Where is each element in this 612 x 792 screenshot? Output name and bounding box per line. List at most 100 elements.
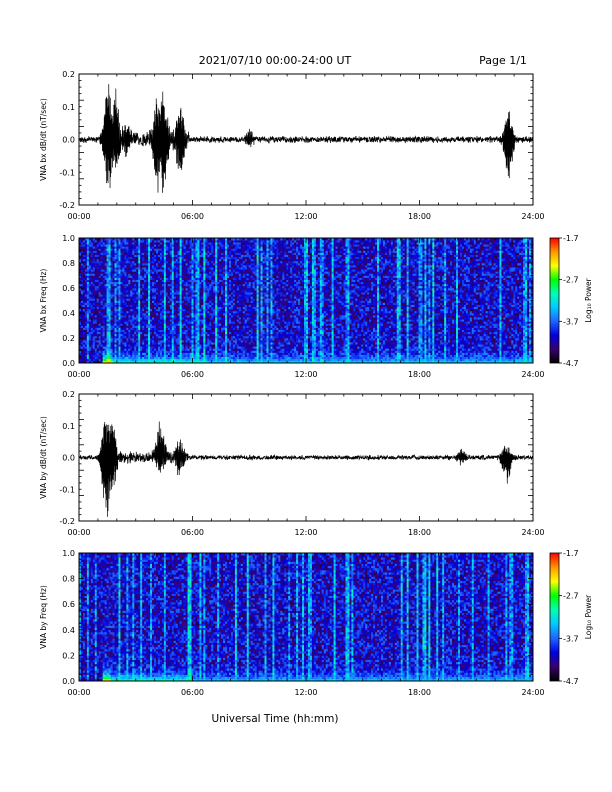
heatmap-cell: [193, 344, 195, 346]
heatmap-cell: [136, 323, 138, 325]
heatmap-cell: [217, 278, 219, 280]
heatmap-cell: [197, 292, 199, 294]
heatmap-cell: [128, 346, 130, 348]
heatmap-cell: [174, 240, 176, 242]
heatmap-cell: [97, 338, 99, 340]
heatmap-cell: [197, 323, 199, 325]
heatmap-cell: [144, 330, 146, 332]
heatmap-cell: [87, 332, 89, 334]
heatmap-cell: [221, 309, 223, 311]
heatmap-cell: [170, 282, 172, 284]
heatmap-cell: [190, 338, 192, 340]
heatmap-cell: [203, 292, 205, 294]
heatmap-cell: [150, 313, 152, 315]
heatmap-cell: [186, 346, 188, 348]
heatmap-cell: [138, 359, 140, 361]
heatmap-cell: [209, 273, 211, 275]
heatmap-cell: [158, 248, 160, 250]
heatmap-cell: [107, 351, 109, 353]
heatmap-cell: [170, 276, 172, 278]
heatmap-cell: [130, 344, 132, 346]
heatmap-cell: [101, 317, 103, 319]
heatmap-cell: [140, 311, 142, 313]
heatmap-cell: [134, 301, 136, 303]
heatmap-cell: [195, 326, 197, 328]
heatmap-cell: [122, 307, 124, 309]
heatmap-cell: [142, 351, 144, 353]
heatmap-cell: [89, 278, 91, 280]
heatmap-cell: [195, 338, 197, 340]
heatmap-cell: [126, 328, 128, 330]
heatmap-cell: [166, 317, 168, 319]
heatmap-cell: [186, 321, 188, 323]
heatmap-cell: [107, 353, 109, 355]
heatmap-cell: [192, 257, 194, 259]
heatmap-cell: [111, 257, 113, 259]
heatmap-cell: [227, 296, 229, 298]
heatmap-cell: [231, 240, 233, 242]
heatmap-cell: [221, 317, 223, 319]
heatmap-cell: [182, 257, 184, 259]
heatmap-cell: [186, 338, 188, 340]
heatmap-cell: [140, 253, 142, 255]
heatmap-cell: [101, 303, 103, 305]
heatmap-cell: [237, 298, 239, 300]
heatmap-cell: [83, 319, 85, 321]
heatmap-cell: [142, 269, 144, 271]
heatmap-cell: [195, 317, 197, 319]
heatmap-cell: [195, 348, 197, 350]
heatmap-cell: [166, 328, 168, 330]
heatmap-cell: [120, 323, 122, 325]
heatmap-cell: [144, 257, 146, 259]
heatmap-cell: [152, 244, 154, 246]
heatmap-cell: [95, 261, 97, 263]
heatmap-cell: [113, 357, 115, 359]
heatmap-cell: [209, 311, 211, 313]
heatmap-cell: [205, 313, 207, 315]
heatmap-cell: [130, 248, 132, 250]
heatmap-cell: [152, 334, 154, 336]
heatmap-cell: [107, 269, 109, 271]
heatmap-cell: [176, 344, 178, 346]
heatmap-cell: [132, 319, 134, 321]
heatmap-cell: [184, 319, 186, 321]
heatmap-cell: [199, 273, 201, 275]
heatmap-cell: [95, 271, 97, 273]
heatmap-cell: [97, 344, 99, 346]
heatmap-cell: [146, 240, 148, 242]
heatmap-cell: [132, 328, 134, 330]
heatmap-cell: [217, 323, 219, 325]
heatmap-cell: [146, 328, 148, 330]
heatmap-cell: [105, 273, 107, 275]
heatmap-cell: [97, 317, 99, 319]
heatmap-cell: [142, 344, 144, 346]
heatmap-cell: [158, 276, 160, 278]
heatmap-cell: [138, 257, 140, 259]
heatmap-cell: [237, 319, 239, 321]
heatmap-cell: [219, 240, 221, 242]
heatmap-cell: [109, 307, 111, 309]
heatmap-cell: [103, 259, 105, 261]
heatmap-cell: [117, 353, 119, 355]
heatmap-cell: [117, 336, 119, 338]
heatmap-cell: [158, 342, 160, 344]
heatmap-cell: [101, 328, 103, 330]
heatmap-cell: [83, 280, 85, 282]
heatmap-cell: [115, 321, 117, 323]
heatmap-cell: [148, 311, 150, 313]
heatmap-cell: [235, 307, 237, 309]
heatmap-cell: [227, 282, 229, 284]
heatmap-cell: [122, 271, 124, 273]
heatmap-cell: [225, 240, 227, 242]
heatmap-cell: [178, 280, 180, 282]
heatmap-cell: [132, 288, 134, 290]
heatmap-cell: [128, 242, 130, 244]
heatmap-cell: [134, 286, 136, 288]
heatmap-cell: [158, 326, 160, 328]
heatmap-cell: [229, 326, 231, 328]
heatmap-cell: [140, 353, 142, 355]
heatmap-cell: [152, 278, 154, 280]
heatmap-cell: [180, 321, 182, 323]
heatmap-cell: [91, 255, 93, 257]
heatmap-cell: [184, 282, 186, 284]
